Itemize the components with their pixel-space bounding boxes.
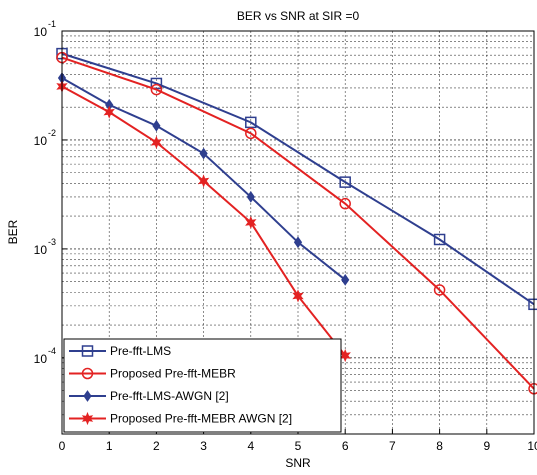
diamond-marker bbox=[293, 236, 303, 249]
legend: Pre-fft-LMS Proposed Pre-fft-MEBR Pre-fft… bbox=[63, 338, 342, 433]
square-marker bbox=[339, 176, 351, 188]
x-tick-label: 2 bbox=[153, 439, 160, 453]
circle-marker bbox=[339, 197, 351, 210]
y-tick-exponent: -3 bbox=[48, 237, 56, 247]
diamond-marker bbox=[83, 390, 92, 402]
square-marker bbox=[150, 77, 163, 90]
y-tick-exponent: -2 bbox=[48, 128, 56, 138]
series-1 bbox=[56, 47, 537, 311]
square-marker bbox=[433, 233, 446, 246]
chart-title: BER vs SNR at SIR =0 bbox=[237, 9, 360, 23]
y-tick-label: 10 bbox=[34, 25, 48, 39]
plot-frame bbox=[61, 30, 535, 435]
x-tick-label: 3 bbox=[200, 439, 207, 453]
square-marker bbox=[81, 345, 94, 357]
legend-label: Proposed Pre-fft-MEBR bbox=[110, 367, 236, 381]
diamond-marker bbox=[246, 191, 255, 203]
x-tick-label: 0 bbox=[59, 439, 66, 453]
x-tick-label: 7 bbox=[389, 439, 396, 453]
y-tick-label: 10 bbox=[34, 134, 48, 148]
circle-marker bbox=[81, 367, 94, 380]
star-marker bbox=[197, 174, 210, 188]
y-tick-label: 10 bbox=[34, 243, 48, 257]
diamond-marker bbox=[152, 119, 161, 132]
star-marker bbox=[81, 411, 94, 426]
series-lines bbox=[56, 47, 537, 395]
x-axis-label: SNR bbox=[285, 456, 311, 470]
legend-box bbox=[63, 338, 342, 433]
legend-label: Pre-fft-LMS-AWGN [2] bbox=[110, 389, 229, 403]
legend-label: Pre-fft-LMS bbox=[110, 344, 171, 358]
x-tick-label: 6 bbox=[342, 439, 349, 453]
star-marker bbox=[292, 289, 304, 303]
x-tick-label: 9 bbox=[483, 439, 490, 453]
x-tick-label: 1 bbox=[106, 439, 113, 453]
diamond-marker bbox=[341, 273, 350, 286]
y-tick-exponent: -1 bbox=[48, 19, 56, 29]
legend-label: Proposed Pre-fft-MEBR AWGN [2] bbox=[110, 412, 292, 426]
diamond-marker bbox=[199, 147, 208, 160]
series-3 bbox=[57, 72, 350, 286]
x-tick-label: 4 bbox=[247, 439, 254, 453]
y-axis-label: BER bbox=[6, 219, 20, 244]
star-marker bbox=[103, 105, 115, 119]
axis-ticks: 01234567891010-110-210-310-4 bbox=[34, 19, 537, 453]
star-marker bbox=[245, 215, 257, 229]
square-marker bbox=[245, 116, 257, 129]
circle-marker bbox=[150, 83, 163, 96]
x-tick-label: 8 bbox=[436, 439, 443, 453]
circle-marker bbox=[245, 127, 257, 140]
y-tick-exponent: -4 bbox=[48, 346, 56, 356]
circle-marker bbox=[433, 284, 446, 296]
star-marker bbox=[150, 135, 163, 149]
series-line bbox=[61, 56, 535, 390]
x-tick-label: 10 bbox=[527, 439, 537, 453]
x-tick-label: 5 bbox=[295, 439, 302, 453]
series-line bbox=[61, 52, 535, 306]
y-tick-label: 10 bbox=[34, 352, 48, 366]
